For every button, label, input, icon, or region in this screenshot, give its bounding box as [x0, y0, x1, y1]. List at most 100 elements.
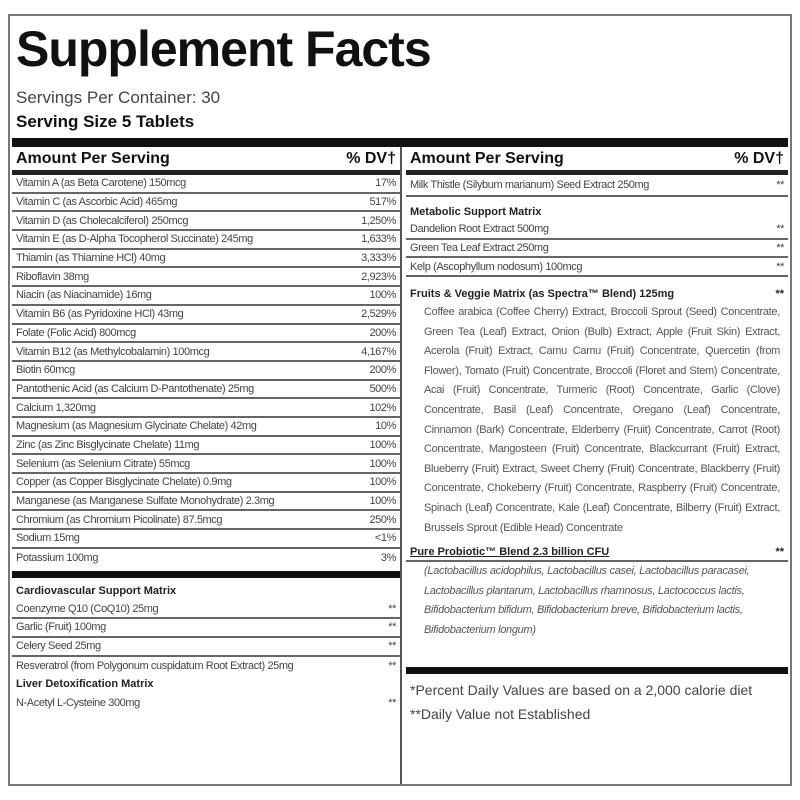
nutrient-name: Chromium (as Chromium Picolinate) 87.5mc… [16, 513, 223, 526]
nutrient-row: Vitamin D (as Cholecalciferol) 250mcg 1,2… [12, 212, 400, 232]
nutrient-dv: 500% [369, 382, 396, 395]
nutrient-name: N-Acetyl L-Cysteine 300mg [16, 696, 140, 709]
section-title: Liver Detoxification Matrix [16, 678, 154, 691]
supplement-facts-panel: Supplement Facts Servings Per Container:… [8, 14, 792, 786]
nutrient-row: Green Tea Leaf Extract 250mg ** [406, 240, 788, 259]
nutrient-row: Milk Thistle (Silybum marianum) Seed Ext… [406, 175, 788, 197]
nutrient-row: Vitamin A (as Beta Carotene) 150mcg 17% [12, 175, 400, 194]
dv-header: % DV† [346, 149, 396, 167]
nutrient-dv: 100% [369, 476, 396, 489]
nutrient-row: Vitamin B12 (as Methylcobalamin) 100mcg 4… [12, 343, 400, 362]
nutrient-dv: 1,633% [361, 233, 396, 246]
amount-header: Amount Per Serving [16, 149, 170, 167]
nutrient-dv: 100% [369, 457, 396, 470]
nutrient-name: Green Tea Leaf Extract 250mg [410, 242, 549, 255]
nutrient-name: Celery Seed 25mg [16, 640, 101, 653]
nutrient-row: Folate (Folic Acid) 800mcg 200% [12, 325, 400, 344]
section-title: Metabolic Support Matrix [410, 206, 542, 218]
nutrient-name: Vitamin C (as Ascorbic Acid) 465mg [16, 196, 178, 209]
divider-bar [406, 666, 788, 674]
nutrient-row: Kelp (Ascophyllum nodosum) 100mcg ** [406, 258, 788, 278]
section-title: Cardiovascular Support Matrix [16, 585, 177, 598]
nutrient-name: Folate (Folic Acid) 800mcg [16, 326, 136, 339]
divider-bar [12, 571, 400, 579]
nutrient-name: Pantothenic Acid (as Calcium D-Pantothen… [16, 382, 254, 395]
nutrient-name: Biotin 60mcg [16, 364, 75, 377]
fruits-title: Fruits & Veggie Matrix (as Spectra™ Blen… [410, 288, 675, 301]
nutrient-row: Selenium (as Selenium Citrate) 55mcg 100% [12, 455, 400, 474]
nutrient-dv: ** [388, 659, 396, 672]
fruits-ingredients: Coffee arabica (Coffee Cherry) Extract, … [424, 306, 780, 534]
nutrient-name: Dandelion Root Extract 500mg [410, 223, 549, 236]
probiotic-title: Pure Probiotic™ Blend 2.3 billion CFU [410, 546, 610, 559]
nutrient-row: Pantothenic Acid (as Calcium D-Pantothen… [12, 381, 400, 400]
nutrient-dv: <1% [374, 532, 397, 545]
nutrient-name: Garlic (Fruit) 100mg [16, 621, 106, 634]
nutrient-dv: ** [388, 602, 396, 615]
servings-per-container: Servings Per Container: 30 [16, 88, 221, 107]
nutrient-dv: 3,333% [361, 252, 396, 265]
nutrient-dv: ** [388, 621, 396, 634]
nutrient-dv: 10% [375, 420, 396, 433]
liver-list: N-Acetyl L-Cysteine 300mg ** [12, 693, 400, 712]
nutrient-dv: 2,923% [361, 270, 396, 283]
nutrient-row: Riboflavin 38mg 2,923% [12, 268, 400, 288]
nutrient-name: Vitamin D (as Cholecalciferol) 250mcg [16, 214, 189, 227]
metabolic-list: Dandelion Root Extract 500mg ** Green Tea … [406, 221, 788, 278]
nutrient-dv: 200% [369, 326, 396, 339]
column-header: Amount Per Serving % DV† [12, 147, 400, 175]
section-title: Pure Probiotic™ Blend 2.3 billion CFU ** [406, 544, 788, 563]
nutrient-row: Vitamin E (as D-Alpha Tocopherol Succina… [12, 231, 400, 250]
nutrient-row: Calcium 1,320mg 102% [12, 399, 400, 418]
nutrient-dv: 3% [380, 552, 397, 565]
nutrient-name: Thiamin (as Thiamine HCl) 40mg [16, 252, 166, 265]
nutrient-dv: 517% [369, 196, 396, 209]
column-header: Amount Per Serving % DV† [406, 147, 788, 175]
nutrient-dv: ** [776, 242, 784, 255]
nutrient-dv: 17% [375, 177, 396, 190]
nutrient-row: Resveratrol (from Polygonum cuspidatum R… [12, 657, 400, 676]
section-title: Fruits & Veggie Matrix (as Spectra™ Blen… [406, 285, 788, 303]
nutrient-name: Selenium (as Selenium Citrate) 55mcg [16, 457, 190, 470]
nutrient-row: Chromium (as Chromium Picolinate) 87.5mc… [12, 511, 400, 531]
nutrient-row: Coenzyme Q10 (CoQ10) 25mg ** [12, 600, 400, 620]
nutrient-dv: ** [776, 223, 784, 236]
nutrient-dv: ** [776, 260, 784, 273]
nutrient-row: Garlic (Fruit) 100mg ** [12, 619, 400, 638]
nutrient-name: Vitamin B6 (as Pyridoxine HCl) 43mg [16, 308, 184, 321]
page-title: Supplement Facts [16, 21, 432, 77]
nutrient-row: Celery Seed 25mg ** [12, 638, 400, 657]
nutrient-row: Vitamin C (as Ascorbic Acid) 465mg 517% [12, 194, 400, 213]
nutrient-dv: 102% [369, 401, 396, 414]
footnote-not-established: **Daily Value not Established [410, 705, 591, 722]
nutrient-name: Zinc (as Zinc Bisglycinate Chelate) 11mg [16, 438, 200, 451]
nutrient-row: Potassium 100mg 3% [12, 549, 400, 568]
nutrient-name: Sodium 15mg [16, 532, 80, 545]
nutrient-dv: 4,167% [361, 345, 396, 358]
dv-header: % DV† [734, 149, 784, 167]
nutrient-row: Copper (as Copper Bisglycinate Chelate) … [12, 474, 400, 493]
nutrient-name: Niacin (as Niacinamide) 16mg [16, 289, 152, 302]
nutrient-name: Milk Thistle (Silybum marianum) Seed Ext… [410, 179, 649, 191]
footnote-dv: *Percent Daily Values are based on a 2,0… [410, 681, 753, 698]
nutrient-name: Calcium 1,320mg [16, 401, 96, 414]
nutrient-row: Magnesium (as Magnesium Glycinate Chelat… [12, 418, 400, 437]
nutrient-name: Riboflavin 38mg [16, 270, 89, 283]
nutrient-name: Potassium 100mg [16, 552, 99, 565]
nutrient-row: Manganese (as Manganese Sulfate Monohydr… [12, 493, 400, 512]
probiotic-dv: ** [775, 546, 784, 559]
nutrient-row: Dandelion Root Extract 500mg ** [406, 221, 788, 240]
divider-bar [12, 138, 788, 147]
nutrient-dv: 200% [369, 364, 396, 377]
amount-header: Amount Per Serving [410, 149, 564, 167]
nutrient-name: Kelp (Ascophyllum nodosum) 100mcg [410, 260, 583, 273]
nutrient-name: Vitamin E (as D-Alpha Tocopherol Succina… [16, 233, 253, 246]
nutrient-row: Sodium 15mg <1% [12, 530, 400, 549]
nutrient-name: Coenzyme Q10 (CoQ10) 25mg [16, 602, 159, 615]
nutrient-name: Vitamin A (as Beta Carotene) 150mcg [16, 177, 186, 190]
nutrient-dv: 100% [369, 289, 396, 302]
serving-size: Serving Size 5 Tablets [16, 112, 195, 131]
nutrient-row: Vitamin B6 (as Pyridoxine HCl) 43mg 2,529… [12, 306, 400, 325]
left-column: Amount Per Serving % DV† Vitamin A (as B… [12, 147, 402, 784]
fruits-dv: ** [775, 288, 784, 301]
